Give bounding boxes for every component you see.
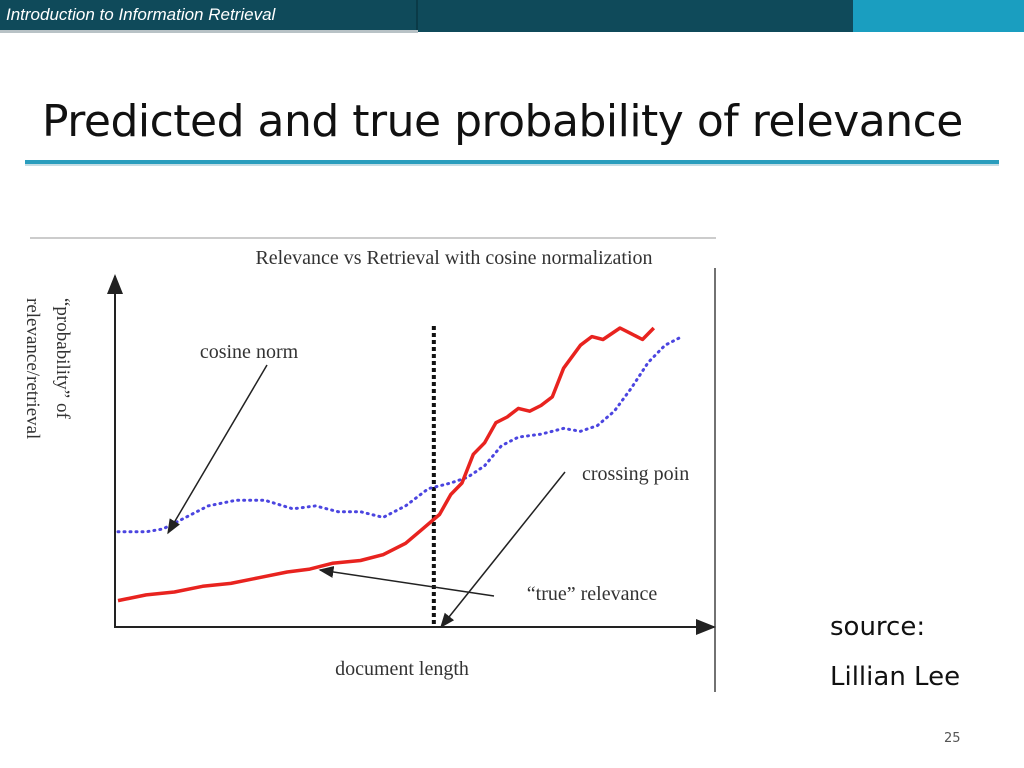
title-rule-shadow: [25, 164, 999, 166]
annotation-crossing-point-arrow: [440, 471, 566, 629]
title-rule: [25, 160, 999, 164]
series-true-relevance-line: [117, 326, 656, 603]
annotation-cosine-norm: cosine norm: [200, 341, 299, 363]
y-axis-label: “probability” of relevance/retrieval: [22, 298, 73, 439]
annotation-cosine-norm-arrow: [167, 364, 268, 535]
header-bar-dark-segment: [0, 0, 853, 32]
header-underline: [0, 30, 418, 33]
annotation-crossing-point: crossing poin: [582, 463, 689, 485]
source-label: source:: [830, 612, 926, 642]
course-title: Introduction to Information Retrieval: [6, 5, 276, 24]
slide-title: Predicted and true probability of releva…: [42, 96, 963, 147]
x-axis-label: document length: [335, 658, 469, 680]
annotation-true-relevance: “true” relevance: [527, 583, 658, 605]
header-separator: [416, 0, 418, 32]
chart-title: Relevance vs Retrieval with cosine norma…: [255, 247, 652, 269]
annotation-true-relevance-arrow: [318, 566, 495, 597]
source-name: Lillian Lee: [830, 662, 961, 692]
series-cosine-norm-line: [116, 335, 684, 534]
page-number: 25: [944, 731, 961, 746]
header-bar-accent-segment: [853, 0, 1024, 32]
y-axis-label-line1: “probability” of: [52, 298, 73, 419]
y-axis-label-line2: relevance/retrieval: [22, 298, 43, 439]
header-bar: Introduction to Information Retrieval: [0, 0, 1024, 33]
